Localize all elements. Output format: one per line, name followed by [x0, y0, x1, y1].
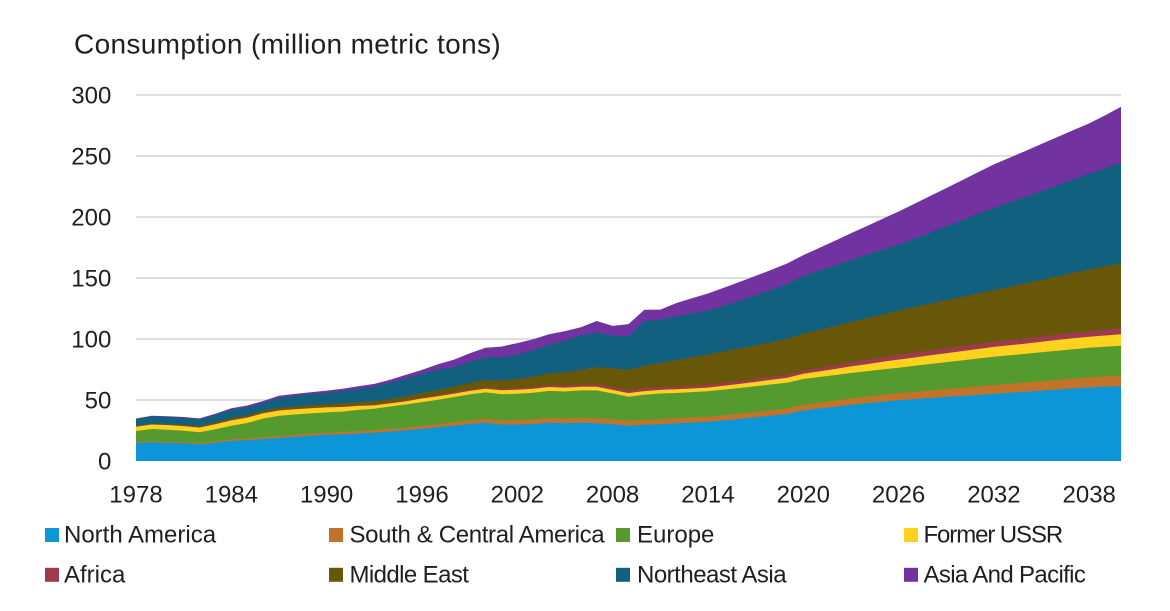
svg-text:0: 0	[98, 449, 111, 476]
svg-text:South & Central America: South & Central America	[350, 522, 606, 549]
svg-text:150: 150	[71, 266, 111, 293]
svg-text:Consumption (million metric to: Consumption (million metric tons)	[74, 29, 501, 60]
svg-text:100: 100	[71, 327, 111, 354]
svg-text:2020: 2020	[777, 482, 830, 509]
svg-text:Northeast Asia: Northeast Asia	[637, 561, 787, 588]
svg-text:2038: 2038	[1063, 482, 1116, 509]
svg-text:North America: North America	[64, 522, 217, 549]
svg-text:2026: 2026	[872, 482, 925, 509]
svg-text:Former USSR: Former USSR	[924, 522, 1063, 549]
svg-text:1990: 1990	[300, 482, 353, 509]
svg-text:Europe: Europe	[637, 522, 714, 549]
svg-text:200: 200	[71, 205, 111, 232]
svg-text:2032: 2032	[967, 482, 1020, 509]
svg-text:1984: 1984	[205, 482, 258, 509]
svg-text:50: 50	[85, 388, 112, 415]
svg-text:Africa: Africa	[64, 561, 126, 588]
svg-text:Asia And Pacific: Asia And Pacific	[924, 561, 1086, 588]
svg-text:250: 250	[71, 144, 111, 171]
svg-text:1978: 1978	[109, 482, 162, 509]
svg-text:2008: 2008	[586, 482, 639, 509]
svg-text:Middle East: Middle East	[350, 561, 470, 588]
svg-text:2002: 2002	[491, 482, 544, 509]
svg-text:1996: 1996	[395, 482, 448, 509]
svg-text:2014: 2014	[681, 482, 734, 509]
svg-text:300: 300	[71, 83, 111, 110]
